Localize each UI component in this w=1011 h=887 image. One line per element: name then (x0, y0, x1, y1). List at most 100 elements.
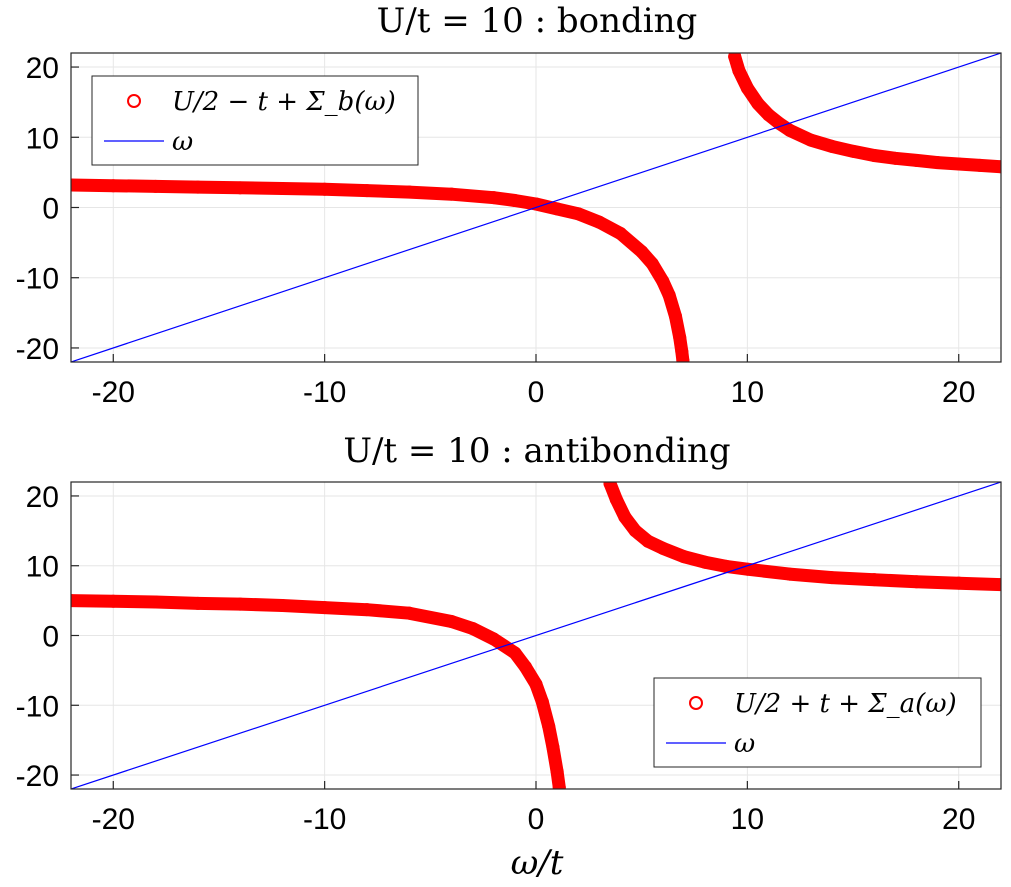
x-tick-label: -20 (92, 376, 135, 409)
legend-label: ω (172, 127, 193, 157)
legend-marker-symbol (127, 94, 141, 108)
self-energy-point (628, 524, 642, 538)
x-tick-label: -10 (303, 376, 346, 409)
self-energy-point (318, 601, 332, 615)
self-energy-point (542, 719, 556, 733)
y-tick-label: 10 (26, 551, 59, 584)
self-energy-point (641, 534, 655, 548)
x-tick-label: 0 (528, 376, 545, 409)
antibonding-panel: U/t = 10 : antibonding -20 -10 0 10 20 -20 -10… (16, 431, 1002, 883)
self-energy-point (662, 288, 676, 302)
panel-title: U/t = 10 : bonding (377, 1, 698, 41)
x-tick-label: -20 (92, 803, 135, 836)
self-energy-point (669, 309, 682, 323)
self-energy-point (645, 257, 659, 271)
y-tick-label: 20 (26, 52, 59, 85)
self-energy-point (275, 598, 289, 612)
self-energy-point (825, 571, 839, 585)
legend: U/2 + t + Σ_a(ω) ω (653, 677, 982, 768)
panel-title: U/t = 10 : antibonding (343, 431, 730, 471)
self-energy-point (529, 677, 543, 691)
y-tick-label: 10 (26, 122, 59, 155)
self-energy-point (508, 193, 522, 207)
self-energy-point (233, 597, 247, 611)
self-energy-point (783, 123, 797, 137)
self-energy-point (698, 555, 712, 569)
self-energy-point (719, 559, 733, 573)
y-tick-label: 0 (42, 193, 59, 226)
self-energy-point (740, 81, 754, 95)
x-tick-label: -10 (303, 803, 346, 836)
legend: U/2 − t + Σ_b(ω) ω (91, 75, 419, 166)
self-energy-point (402, 185, 416, 199)
self-energy-point (804, 133, 818, 147)
legend-box (653, 677, 982, 768)
self-energy-branch-1 (71, 594, 566, 789)
self-energy-point (614, 226, 628, 240)
self-energy-point (402, 606, 416, 620)
self-energy-point (888, 151, 902, 165)
self-energy-point (677, 550, 691, 564)
self-energy-point (535, 695, 549, 709)
y-tick-label: 20 (26, 481, 59, 514)
x-tick-label: 10 (731, 803, 764, 836)
y-tick-label: -20 (16, 333, 59, 366)
x-tick-label: 20 (942, 803, 975, 836)
self-energy-point (846, 144, 860, 158)
self-energy-point (487, 632, 501, 646)
self-energy-point (618, 510, 632, 524)
x-tick-label: 20 (942, 376, 975, 409)
self-energy-point (466, 622, 480, 636)
x-axis-label: ω/t (511, 843, 564, 883)
self-energy-point (529, 197, 543, 211)
self-energy-point (909, 153, 923, 167)
self-energy-point (318, 182, 332, 196)
self-energy-point (994, 160, 1001, 174)
self-energy-point (149, 595, 163, 609)
self-energy-point (487, 191, 501, 205)
self-energy-point (909, 575, 923, 589)
self-energy-point (106, 594, 120, 608)
x-tick-label: 0 (528, 803, 545, 836)
self-energy-point (191, 180, 205, 194)
y-tick-label: -10 (16, 263, 59, 296)
self-energy-point (191, 596, 205, 610)
self-energy-point (609, 492, 623, 506)
self-energy-point (867, 573, 881, 587)
self-energy-point (973, 158, 987, 172)
y-tick-label: -10 (16, 690, 59, 723)
self-energy-point (732, 64, 746, 78)
self-energy-point (592, 215, 606, 229)
self-energy-point (751, 97, 765, 111)
self-energy-point (783, 567, 797, 581)
bonding-panel: U/t = 10 : bonding -20 -10 0 10 20 -20 -10 0 10 2… (16, 1, 1002, 409)
self-energy-point (772, 116, 786, 130)
self-energy-point (656, 274, 670, 288)
self-energy-point (603, 482, 617, 490)
self-energy-point (867, 149, 881, 163)
self-energy-point (550, 202, 564, 216)
self-energy-point (149, 179, 163, 193)
self-energy-point (728, 53, 742, 64)
self-energy-point (444, 187, 458, 201)
self-energy-point (518, 660, 532, 674)
self-energy-point (546, 740, 560, 754)
self-energy-point (571, 207, 585, 221)
omega-line (71, 53, 1001, 362)
legend-label: ω (734, 729, 755, 759)
self-energy-point (71, 178, 78, 192)
self-energy-point (952, 576, 966, 590)
legend-label: U/2 − t + Σ_b(ω) (172, 87, 396, 117)
self-energy-point (740, 562, 754, 576)
self-energy-point (635, 245, 649, 259)
y-tick-label: -20 (16, 760, 59, 793)
self-energy-point (552, 781, 566, 789)
legend-label: U/2 + t + Σ_a(ω) (734, 689, 957, 719)
self-energy-point (444, 615, 458, 629)
self-energy-point (360, 184, 374, 198)
self-energy-point (508, 646, 522, 660)
self-energy-point (952, 157, 966, 171)
self-energy-point (994, 578, 1001, 592)
x-tick-label: 10 (731, 376, 764, 409)
